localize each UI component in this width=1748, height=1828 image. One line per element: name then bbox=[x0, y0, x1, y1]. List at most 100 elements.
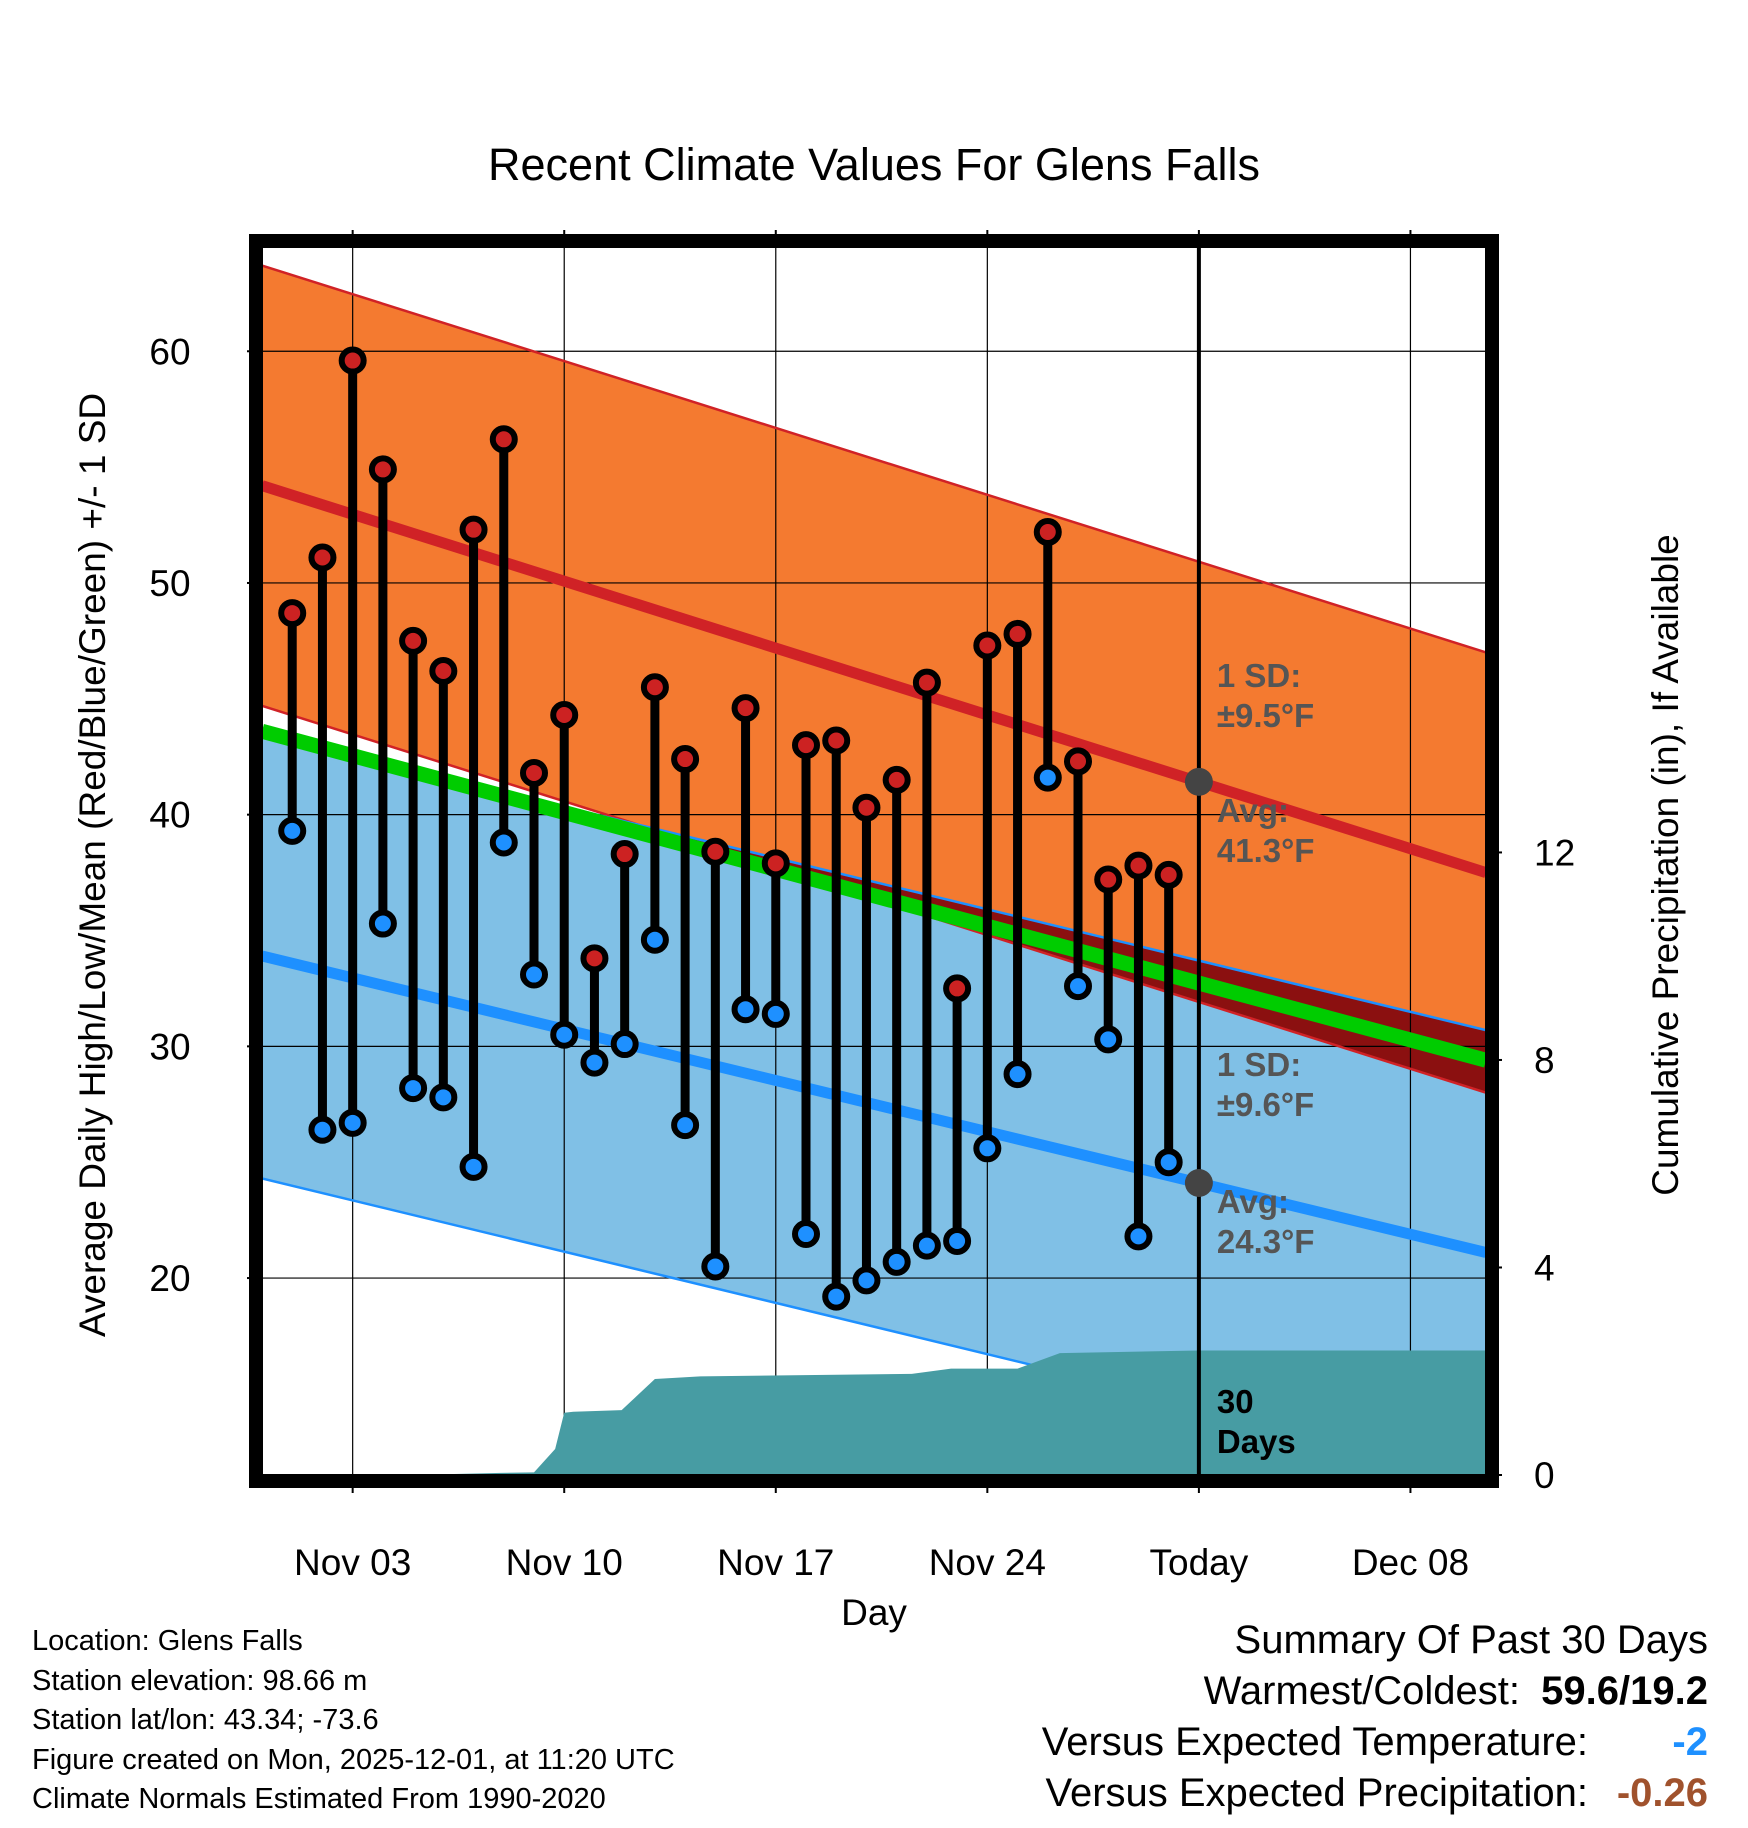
daily-low-point bbox=[822, 1282, 851, 1311]
daily-high-point bbox=[520, 758, 548, 787]
daily-pair bbox=[550, 701, 579, 1049]
daily-high-point bbox=[1064, 747, 1092, 776]
daily-high-point bbox=[761, 849, 790, 878]
x-tick-label: Nov 03 bbox=[294, 1542, 411, 1583]
x-tick-label: Dec 08 bbox=[1352, 1542, 1469, 1583]
daily-pair bbox=[429, 657, 458, 1112]
temp-label: Versus Expected Temperature: bbox=[1041, 1720, 1588, 1764]
daily-pair bbox=[368, 455, 397, 938]
daily-high-point bbox=[640, 673, 669, 702]
daily-high-point bbox=[1033, 517, 1062, 546]
daily-pair bbox=[640, 673, 669, 954]
daily-low-point bbox=[459, 1152, 488, 1181]
daily-low-point bbox=[399, 1074, 428, 1103]
x-tick-label: Today bbox=[1150, 1542, 1249, 1583]
y-tick-label-right: 12 bbox=[1534, 832, 1575, 873]
low-avg-label: Avg: bbox=[1217, 1183, 1289, 1220]
summary-title: Summary Of Past 30 Days bbox=[1234, 1618, 1708, 1662]
daily-low-point bbox=[943, 1226, 972, 1255]
daily-pair bbox=[1094, 865, 1123, 1054]
daily-pair bbox=[1003, 619, 1032, 1089]
axes: 20 30 40 50 60 0 4 8 12 Nov 03 Nov 10 Nov 17 Nov 24 T… bbox=[149, 230, 1575, 1583]
daily-low-point bbox=[701, 1252, 730, 1281]
high-avg-label: Avg: bbox=[1217, 792, 1289, 829]
daily-high-point bbox=[308, 543, 337, 572]
daily-pair bbox=[912, 668, 941, 1260]
days-count-label: 30 bbox=[1217, 1383, 1254, 1420]
daily-pair bbox=[943, 974, 972, 1255]
y-tick-label-right: 4 bbox=[1534, 1247, 1555, 1288]
daily-pair bbox=[973, 631, 1002, 1163]
created-text: Figure created on Mon, 2025-12-01, at 11… bbox=[32, 1743, 675, 1776]
daily-high-point bbox=[882, 765, 911, 794]
y-tick-label-left: 40 bbox=[149, 795, 190, 836]
daily-low-point bbox=[912, 1231, 941, 1260]
daily-pair bbox=[459, 515, 488, 1181]
days-word-label: Days bbox=[1217, 1423, 1296, 1460]
daily-high-point bbox=[912, 668, 941, 697]
precip-area bbox=[413, 1350, 1486, 1475]
daily-high-point bbox=[671, 745, 700, 774]
daily-marks bbox=[278, 346, 1183, 1311]
daily-high-point bbox=[822, 726, 851, 755]
precip-row: Versus Expected Precipitation: -0.26 bbox=[1042, 1768, 1708, 1819]
daily-low-point bbox=[278, 816, 307, 845]
daily-high-point bbox=[550, 701, 579, 730]
daily-low-point bbox=[520, 960, 548, 989]
daily-low-point bbox=[429, 1083, 458, 1112]
daily-low-point bbox=[882, 1247, 911, 1276]
daily-high-point bbox=[580, 944, 609, 973]
daily-high-point bbox=[338, 346, 367, 375]
daily-low-point bbox=[1064, 972, 1092, 1001]
daily-pair bbox=[580, 944, 609, 1077]
daily-pair bbox=[610, 840, 639, 1059]
daily-low-point bbox=[308, 1115, 337, 1144]
daily-low-point bbox=[1154, 1148, 1183, 1177]
daily-low-point bbox=[1003, 1060, 1032, 1089]
daily-pair bbox=[731, 694, 760, 1024]
daily-high-point bbox=[973, 631, 1002, 660]
warm-cold-row: Warmest/Coldest: 59.6/19.2 bbox=[1042, 1666, 1708, 1717]
y-axis-label-right: Cumulative Precipitation (in), If Availa… bbox=[1645, 534, 1686, 1196]
daily-low-point bbox=[338, 1108, 367, 1137]
y-axis-label-left: Average Daily High/Low/Mean (Red/Blue/Gr… bbox=[72, 393, 113, 1337]
daily-high-point bbox=[399, 626, 428, 655]
high-avg-marker bbox=[1184, 767, 1213, 796]
y-tick-label-left: 50 bbox=[149, 563, 190, 604]
plot-frame bbox=[249, 234, 1499, 1488]
daily-pair bbox=[882, 765, 911, 1276]
daily-high-point bbox=[429, 657, 458, 686]
daily-high-point bbox=[278, 599, 307, 628]
daily-low-point bbox=[550, 1020, 579, 1049]
y-tick-label-right: 8 bbox=[1534, 1040, 1555, 1081]
daily-high-point bbox=[1094, 865, 1123, 894]
precip-value: -0.26 bbox=[1616, 1771, 1708, 1815]
location-text: Location: Glens Falls bbox=[32, 1625, 303, 1657]
daily-pair bbox=[308, 543, 337, 1144]
station-info: Location: Glens Falls Station elevation:… bbox=[32, 1622, 675, 1820]
temp-value: -2 bbox=[1672, 1720, 1708, 1764]
daily-low-point bbox=[1094, 1025, 1123, 1054]
y-tick-label-left: 20 bbox=[149, 1258, 190, 1299]
y-tick-label-left: 60 bbox=[149, 331, 190, 372]
x-tick-label: Nov 10 bbox=[506, 1542, 623, 1583]
normal-mean-line bbox=[262, 724, 1486, 1068]
daily-pair bbox=[761, 849, 790, 1028]
low-sd-value: ±9.6°F bbox=[1217, 1086, 1314, 1123]
daily-low-point bbox=[973, 1134, 1002, 1163]
daily-pair bbox=[701, 837, 730, 1281]
chart-title: Recent Climate Values For Glens Falls bbox=[488, 139, 1260, 190]
x-axis-label: Day bbox=[841, 1592, 907, 1633]
warm-cold-value: 59.6/19.2 bbox=[1541, 1669, 1708, 1713]
elevation-text: Station elevation: 98.66 m bbox=[32, 1664, 368, 1697]
summary-panel: Summary Of Past 30 Days Warmest/Coldest:… bbox=[1042, 1615, 1708, 1819]
y-tick-label-right: 0 bbox=[1534, 1455, 1555, 1496]
daily-low-point bbox=[640, 925, 669, 954]
daily-low-point bbox=[368, 909, 397, 938]
daily-high-point bbox=[1124, 851, 1153, 880]
daily-low-point bbox=[580, 1048, 609, 1077]
daily-low-point bbox=[671, 1111, 700, 1140]
daily-high-point bbox=[731, 694, 760, 723]
